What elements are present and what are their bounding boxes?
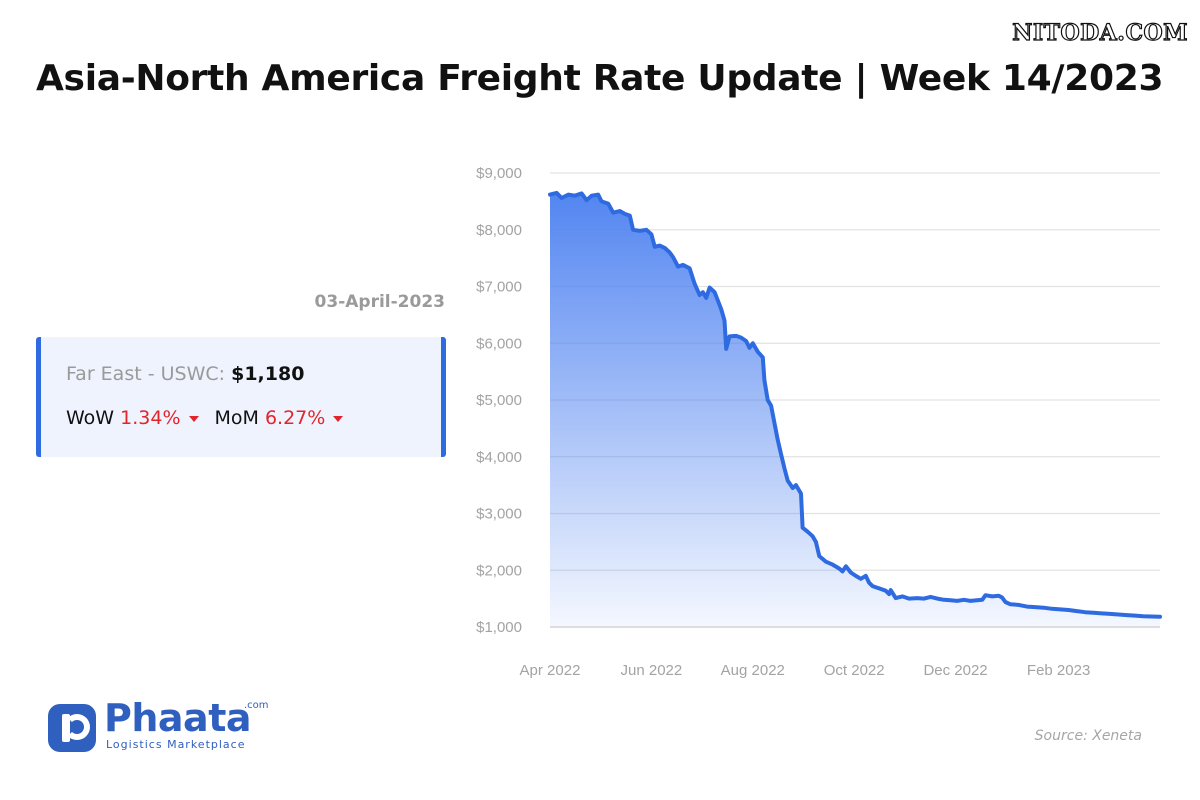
phaata-logo-mark-icon [48, 704, 96, 752]
phaata-logo: Phaata .com Logistics Marketplace [48, 696, 288, 760]
y-tick-label: $7,000 [476, 279, 522, 296]
logo-tagline: Logistics Marketplace [106, 738, 246, 751]
route-rate-line: Far East - USWC: $1,180 [66, 363, 304, 385]
logo-domain: .com [244, 700, 269, 711]
y-tick-label: $3,000 [476, 506, 522, 523]
route-label: Far East - USWC: [66, 363, 226, 385]
wow-label: WoW [66, 407, 115, 429]
change-line: WoW 1.34% MoM 6.27% [66, 407, 359, 429]
y-tick-label: $6,000 [476, 335, 522, 352]
watermark-text: NITODA.COM [1012, 19, 1188, 46]
series-line-far-east-uswc [548, 190, 1162, 619]
mom-down-caret-icon [333, 415, 344, 422]
source-note: Source: Xeneta [1034, 728, 1142, 744]
mom-value: 6.27% [264, 407, 326, 429]
rate-summary-card: Far East - USWC: $1,180 WoW 1.34% MoM 6.2… [36, 337, 446, 457]
x-tick-label: Oct 2022 [824, 662, 885, 679]
rate-value: $1,180 [231, 363, 305, 385]
y-tick-label: $4,000 [476, 449, 522, 466]
page-title: Asia-North America Freight Rate Update |… [36, 58, 1164, 99]
y-tick-label: $1,000 [476, 619, 522, 636]
wow-down-caret-icon [188, 415, 199, 422]
x-tick-label: Feb 2023 [1027, 662, 1090, 679]
y-tick-label: $8,000 [476, 222, 522, 239]
x-tick-label: Apr 2022 [520, 662, 581, 679]
y-tick-label: $2,000 [476, 562, 522, 579]
x-tick-label: Dec 2022 [923, 662, 987, 679]
mom-label: MoM [214, 407, 259, 429]
series-area [550, 192, 1160, 627]
wow-value: 1.34% [120, 407, 181, 429]
logo-name: Phaata [104, 696, 252, 740]
x-tick-label: Jun 2022 [621, 662, 683, 679]
update-date: 03-April-2023 [314, 292, 445, 312]
y-tick-label: $5,000 [476, 392, 522, 409]
x-tick-label: Aug 2022 [721, 662, 785, 679]
y-tick-label: $9,000 [476, 165, 522, 182]
